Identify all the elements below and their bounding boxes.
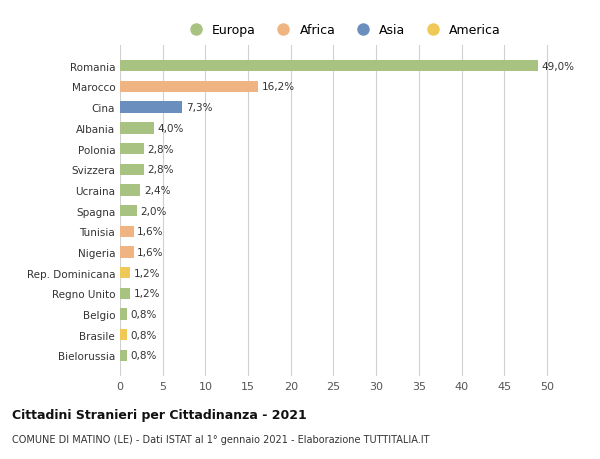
Text: 2,8%: 2,8% <box>148 165 174 175</box>
Bar <box>120 185 140 196</box>
Text: 4,0%: 4,0% <box>158 123 184 134</box>
Text: 16,2%: 16,2% <box>262 82 295 92</box>
Bar <box>120 206 137 217</box>
Bar <box>120 288 130 299</box>
Text: 1,2%: 1,2% <box>134 289 160 299</box>
Bar <box>120 268 130 279</box>
Bar <box>120 102 182 113</box>
Bar <box>120 309 127 320</box>
Text: 1,6%: 1,6% <box>137 227 164 237</box>
Text: 0,8%: 0,8% <box>130 309 157 319</box>
Bar <box>120 330 127 341</box>
Bar <box>120 350 127 361</box>
Text: 1,6%: 1,6% <box>137 247 164 257</box>
Text: 0,8%: 0,8% <box>130 330 157 340</box>
Text: COMUNE DI MATINO (LE) - Dati ISTAT al 1° gennaio 2021 - Elaborazione TUTTITALIA.: COMUNE DI MATINO (LE) - Dati ISTAT al 1°… <box>12 434 430 444</box>
Text: 0,8%: 0,8% <box>130 351 157 361</box>
Bar <box>120 226 134 237</box>
Bar <box>120 144 144 155</box>
Text: 7,3%: 7,3% <box>186 103 212 113</box>
Bar <box>120 61 538 72</box>
Legend: Europa, Africa, Asia, America: Europa, Africa, Asia, America <box>178 19 506 42</box>
Text: Cittadini Stranieri per Cittadinanza - 2021: Cittadini Stranieri per Cittadinanza - 2… <box>12 409 307 421</box>
Bar <box>120 247 134 258</box>
Text: 2,8%: 2,8% <box>148 144 174 154</box>
Text: 2,4%: 2,4% <box>144 185 170 196</box>
Bar <box>120 164 144 175</box>
Text: 2,0%: 2,0% <box>140 206 167 216</box>
Text: 49,0%: 49,0% <box>542 62 575 72</box>
Bar <box>120 82 259 93</box>
Bar <box>120 123 154 134</box>
Text: 1,2%: 1,2% <box>134 268 160 278</box>
